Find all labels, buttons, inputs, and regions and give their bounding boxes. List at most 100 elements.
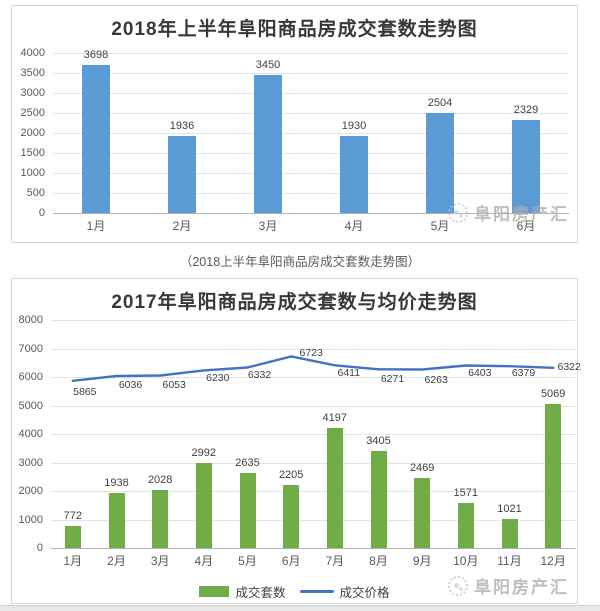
- y-axis-tick-label: 2500: [20, 107, 45, 119]
- gridline: [53, 133, 569, 134]
- bar: [283, 485, 300, 548]
- line-value-label: 6271: [380, 373, 405, 386]
- bar: [512, 119, 540, 213]
- bar-value-label: 1936: [169, 119, 195, 132]
- line-value-label: 6263: [424, 373, 448, 386]
- y-axis-tick-label: 3500: [20, 67, 45, 79]
- x-axis-category-label: 5月: [430, 219, 450, 233]
- chart-2017-title: 2017年阜阳商品房成交套数与均价走势图: [111, 292, 478, 313]
- bar-value-label: 4197: [322, 412, 348, 425]
- legend-bar-label: 成交套数: [235, 586, 286, 600]
- page-bottom-strip: [0, 605, 600, 611]
- bar: [326, 428, 343, 548]
- chart-2018-title: 2018年上半年阜阳商品房成交套数走势图: [111, 19, 478, 40]
- x-axis-category-label: 4月: [194, 554, 214, 568]
- y-axis-tick-label: 4000: [20, 47, 45, 59]
- bar-value-label: 2635: [235, 456, 260, 469]
- y-axis-tick-label: 500: [26, 187, 45, 199]
- bar-value-label: 5069: [540, 387, 566, 400]
- chart-2018-plot: 4000 3500 3000 2500 2000 1500 1000 500 0 3698 1月 19…: [21, 47, 569, 233]
- gridline: [53, 213, 569, 214]
- x-axis-category-label: 5月: [238, 554, 257, 568]
- bar-value-label: 772: [63, 510, 82, 522]
- y-axis-tick-label: 2000: [18, 485, 43, 497]
- bar: [340, 135, 368, 213]
- gridline: [53, 193, 569, 194]
- bar-value-label: 2504: [427, 96, 453, 109]
- gridline: [51, 434, 575, 435]
- y-axis-tick-label: 1000: [18, 513, 43, 526]
- x-axis-category-label: 1月: [63, 554, 83, 568]
- y-axis-tick-label: 2000: [20, 127, 45, 139]
- gridline: [53, 73, 569, 74]
- gridline: [53, 113, 569, 114]
- y-axis-tick-label: 0: [38, 207, 45, 219]
- x-axis-category-label: 7月: [325, 554, 345, 568]
- x-axis-category-label: 8月: [369, 554, 388, 568]
- legend-item-volume: 成交套数: [199, 582, 286, 601]
- x-axis-category-label: 11月: [497, 554, 522, 568]
- x-axis-category-label: 12月: [540, 554, 566, 568]
- y-axis-tick-label: 6000: [18, 371, 43, 383]
- line-value-label: 6036: [118, 379, 143, 391]
- bar-value-label: 2469: [409, 461, 435, 474]
- gridline: [51, 462, 575, 464]
- bar: [64, 526, 81, 548]
- x-axis-category-label: 6月: [516, 219, 536, 233]
- line-value-label: 6723: [299, 347, 323, 360]
- bar: [370, 451, 387, 548]
- gridline: [51, 491, 575, 492]
- bar: [108, 492, 125, 548]
- line-value-label: 6379: [511, 367, 536, 380]
- legend-line-swatch-icon: [299, 590, 334, 593]
- gridline: [53, 153, 569, 154]
- bar-value-label: 2028: [147, 474, 173, 487]
- line-value-label: 6403: [468, 366, 492, 379]
- bar-value-label: 2205: [278, 469, 304, 482]
- x-axis-category-label: 2月: [172, 219, 192, 233]
- x-axis-category-label: 2月: [107, 554, 126, 568]
- y-axis-tick-label: 4000: [18, 428, 43, 440]
- y-axis-tick-label: 7000: [18, 342, 43, 355]
- y-axis-tick-label: 0: [36, 542, 43, 554]
- gridline: [51, 320, 575, 321]
- gridline: [51, 519, 575, 521]
- y-axis-tick-label: 3000: [20, 87, 45, 99]
- line-value-label: 6411: [337, 367, 361, 380]
- x-axis-category-label: 9月: [412, 554, 432, 568]
- x-axis-category-label: 3月: [150, 554, 170, 568]
- bar-value-label: 1930: [341, 119, 367, 132]
- y-axis-tick-label: 8000: [18, 314, 43, 326]
- x-axis-category-label: 3月: [258, 219, 278, 233]
- x-axis-category-label: 1月: [86, 219, 106, 233]
- gridline: [51, 348, 575, 350]
- price-line: [71, 355, 555, 382]
- bar: [426, 112, 454, 213]
- line-value-label: 5865: [73, 385, 97, 398]
- bar-value-label: 1938: [104, 476, 129, 489]
- gridline: [53, 53, 569, 54]
- bar-value-label: 2992: [191, 446, 217, 459]
- y-axis-tick-label: 1500: [20, 147, 45, 159]
- bar-value-label: 3698: [83, 49, 109, 62]
- gridline: [51, 377, 575, 378]
- y-axis-tick-label: 3000: [18, 456, 43, 469]
- gridline: [53, 93, 569, 94]
- bar: [414, 477, 431, 548]
- bar: [168, 135, 196, 213]
- bar: [152, 490, 169, 548]
- bar-value-label: 3450: [255, 59, 281, 71]
- gridline: [53, 173, 569, 174]
- chart-2017-card: 2017年阜阳商品房成交套数与均价走势图 8000 7000 6000 5000 400…: [11, 278, 581, 604]
- line-value-label: 6053: [162, 378, 186, 391]
- line-value-label: 6322: [557, 360, 581, 373]
- legend-line-label: 成交价格: [339, 586, 390, 600]
- bar-value-label: 1571: [453, 487, 479, 500]
- bar: [239, 472, 256, 548]
- bar: [501, 518, 518, 548]
- image-caption: （2018上半年阜阳商品房成交套数走势图）: [179, 255, 421, 269]
- gridline: [51, 405, 575, 407]
- x-axis-category-label: 10月: [453, 554, 479, 568]
- bar-value-label: 1021: [497, 502, 522, 515]
